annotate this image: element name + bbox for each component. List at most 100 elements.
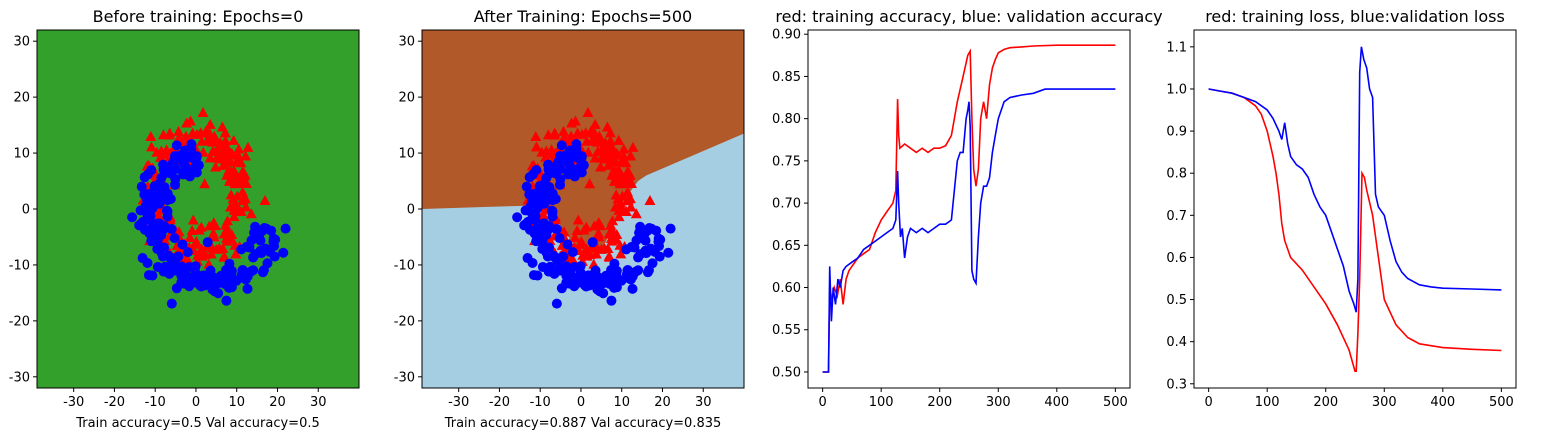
class-a-point [228,164,240,175]
class-b-point [136,181,147,192]
class-b-point [551,224,562,235]
class-b-point [167,265,178,276]
class-b-point [550,193,561,204]
class-b-point [653,233,664,244]
x-tick-label: 0 [577,395,585,410]
class-b-point [177,239,188,250]
y-tick-label: -30 [9,370,30,385]
class-b-point [142,257,153,268]
class-b-point [205,265,216,276]
class-b-point [165,193,176,204]
class-a-point [530,141,542,152]
class-b-point [512,212,523,223]
class-b-point [569,262,580,273]
x-tick-label: 0 [818,395,826,410]
chart-title: red: training loss, blue:validation loss [1205,7,1505,26]
after-training-panel: -30 -20 -10 0 10 20 30 -30 -20 -10 0 10 20 30 After T… [394,7,745,431]
class-a-point [613,164,625,175]
class-b-point [248,252,259,263]
class-a-point [237,195,249,206]
class-a-point [163,129,175,140]
class-a-point [190,236,202,247]
y-tick-label: 0.90 [772,28,801,43]
class-a-point [536,146,548,157]
class-a-point [220,147,232,158]
class-a-point [184,232,196,243]
y-tick-label: 0.5 [1166,293,1187,308]
y-tick-label: 0.85 [772,70,801,85]
class-b-point [547,206,558,217]
class-a-point [186,225,198,236]
class-b-point [533,235,544,246]
class-b-point [154,218,165,229]
x-tick-label: 300 [986,395,1011,410]
class-a-point [575,236,587,247]
class-b-point [254,229,265,240]
class-b-point [256,248,267,259]
class-a-point [187,127,199,138]
class-b-point [552,265,563,276]
class-b-point [135,219,146,230]
class-a-point [630,208,642,219]
plot-frame [807,29,1131,389]
class-a-point [644,194,656,205]
y-tick-label: 0.75 [772,154,801,169]
y-tick-label: 30 [13,35,30,50]
class-a-point [580,127,592,138]
class-b-point [553,156,564,167]
class-b-point [527,208,538,219]
class-a-point [627,141,639,152]
class-b-point [556,140,567,151]
class-b-point [527,257,538,268]
class-b-point [158,164,169,175]
class-b-point [578,160,589,171]
x-tick-label: 30 [695,395,712,410]
y-tick-label: -20 [394,314,415,329]
y-tick-label: 30 [398,35,415,50]
class-b-point [543,164,554,175]
class-a-point [603,250,615,261]
class-b-point [625,274,636,285]
class-b-point [221,271,232,282]
class-b-point [539,178,550,189]
class-b-point [532,270,543,281]
class-a-point [245,208,257,219]
validation-line [1208,46,1502,313]
class-a-point [613,211,625,222]
class-a-point [594,219,606,230]
class-a-point [613,204,625,215]
class-b-point [170,179,181,190]
y-tick-label: 20 [398,91,415,106]
class-a-point [196,135,208,146]
class-a-point [623,170,635,181]
class-a-point [187,214,199,225]
class-b-point [278,247,289,258]
class-b-point [551,298,562,309]
class-a-point [145,130,157,141]
class-b-point [610,280,621,291]
class-a-point [595,136,607,147]
class-a-point [181,252,193,263]
class-a-point [199,178,211,189]
class-a-point [228,204,240,215]
class-a-point [616,190,628,201]
class-b-point [261,223,272,234]
y-tick-label: 0.9 [1166,125,1187,140]
class-b-point [225,280,236,291]
y-tick-label: 1.1 [1166,40,1187,55]
class-a-point [184,115,196,126]
chart-title: red: training accuracy, blue: validation… [775,7,1162,26]
class-b-point [198,270,209,281]
y-tick-label: 0.65 [772,239,801,254]
class-a-point [218,250,230,261]
y-tick-label: 0.55 [772,323,801,338]
x-tick-label: -10 [145,395,166,410]
class-a-point [589,118,601,129]
class-b-point [587,237,598,248]
class-b-point [171,140,182,151]
y-tick-label: 0 [22,203,30,218]
class-b-point [635,221,646,232]
class-b-point [639,229,650,240]
loss-panel: 0 100 200 300 400 500 0.3 0.4 0.5 0.6 0.7 0.8 0.9 1.0… [1166,7,1517,410]
class-b-point [240,274,251,285]
